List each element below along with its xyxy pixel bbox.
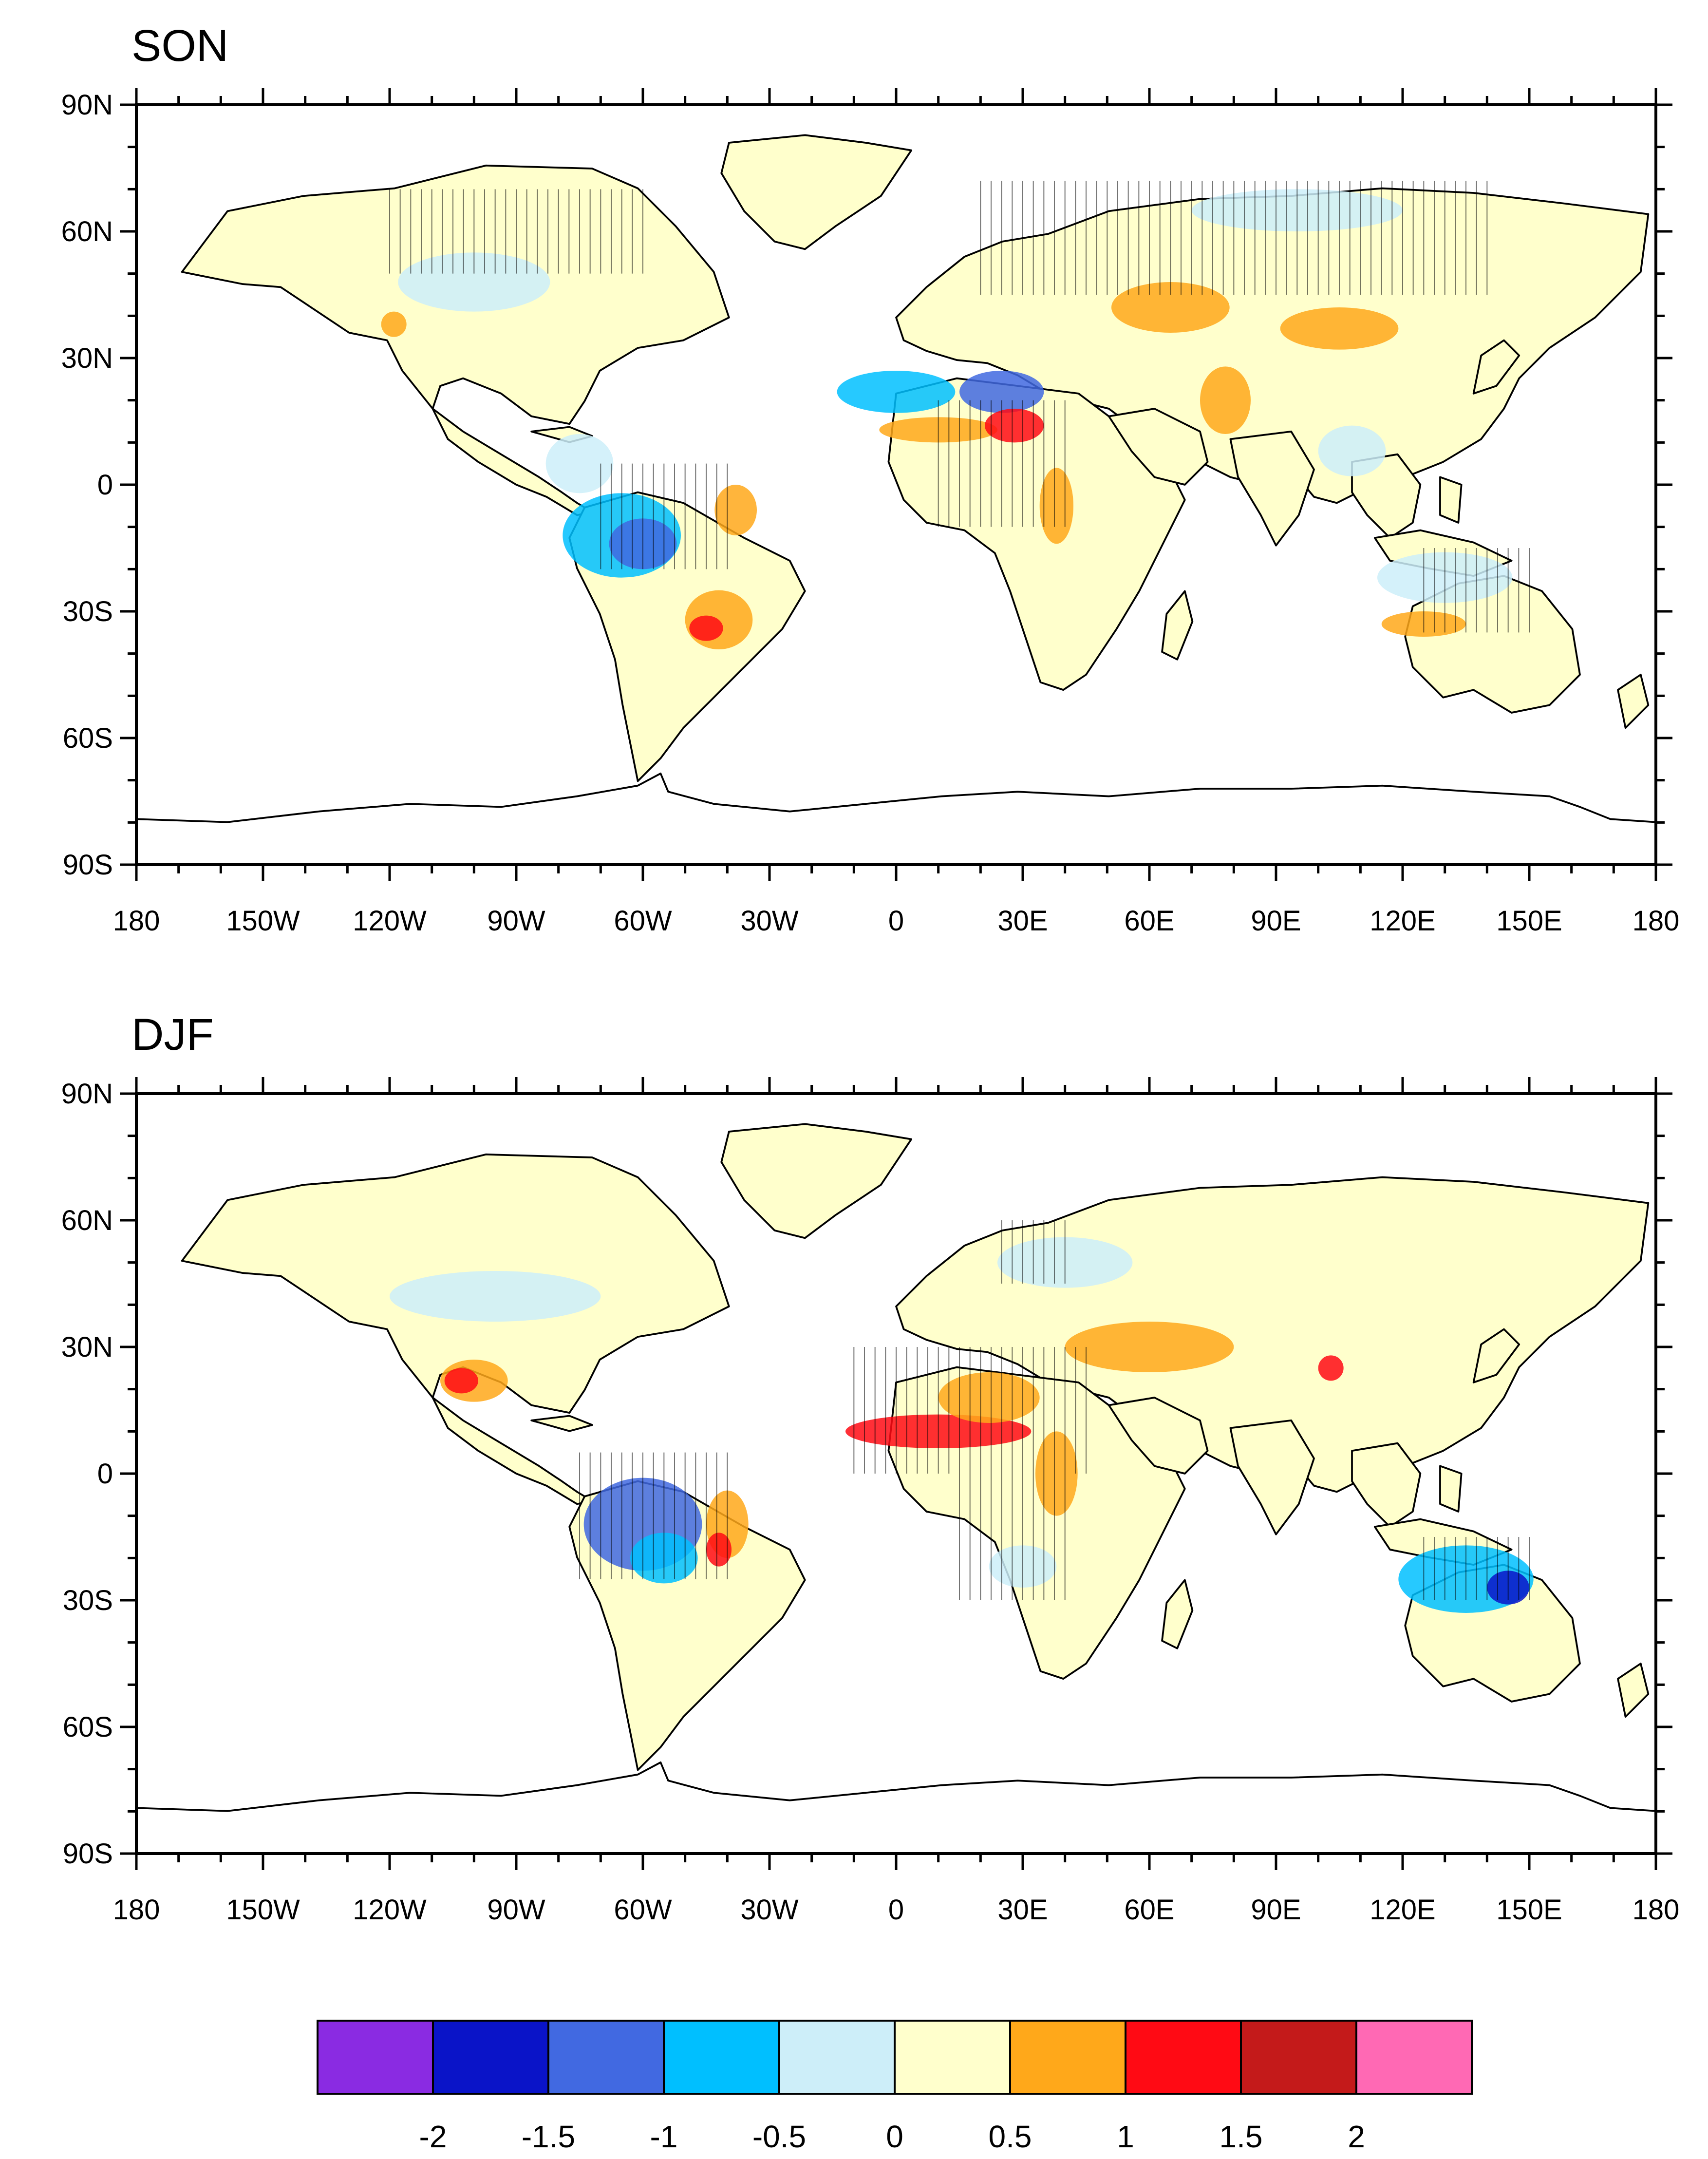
colorbar-label: 1: [1117, 2119, 1134, 2154]
lon-tick-label: 90W: [487, 905, 545, 937]
lat-tick-label: 30S: [63, 596, 113, 627]
lon-tick-label: 180: [113, 1894, 160, 1926]
lon-tick-label: 180: [1633, 1894, 1680, 1926]
lat-tick-label: 90S: [63, 1838, 113, 1870]
colorbar-label: 2: [1348, 2119, 1365, 2154]
axis-ticks: [120, 88, 1672, 881]
axis-ticks: [120, 1077, 1672, 1870]
colorbar-swatch: [778, 2020, 896, 2095]
lat-tick-label: 60N: [61, 216, 113, 247]
lat-tick-label: 0: [97, 469, 113, 501]
lon-tick-label: 0: [888, 905, 904, 937]
colorbar-label: -1.5: [522, 2119, 575, 2154]
anomaly-patch: [1280, 307, 1399, 350]
anomaly-patch: [390, 1271, 601, 1322]
anomaly-patch: [1039, 468, 1073, 544]
lon-tick-label: 60E: [1124, 1894, 1174, 1926]
anomaly-patch: [1065, 1322, 1234, 1372]
colorbar-swatch: [894, 2020, 1011, 2095]
lon-tick-label: 90W: [487, 1894, 545, 1926]
colorbar-labels: -2 -1.5 -1 -0.5 0 0.5 1 1.5 2: [419, 2119, 1365, 2154]
colorbar-label: -2: [419, 2119, 447, 2154]
lon-tick-label: 30E: [997, 905, 1048, 937]
anomaly-patch: [706, 1533, 732, 1567]
anomaly-layer: [381, 189, 1513, 650]
lat-tick-label: 60S: [63, 1711, 113, 1743]
lon-tick-label: 180: [1633, 905, 1680, 937]
anomaly-patch: [985, 409, 1044, 443]
anomaly-patch: [1318, 425, 1386, 476]
lon-tick-label: 150W: [226, 905, 300, 937]
longitude-labels: 180 150W 120W 90W 60W 30W 0 30E 60E 90E 120E 150E 18…: [113, 1894, 1680, 1926]
panel-title: SON: [131, 21, 228, 71]
colorbar-label: 0.5: [989, 2119, 1032, 2154]
colorbar-swatch: [1125, 2020, 1242, 2095]
colorbar-label: 0: [886, 2119, 903, 2154]
lon-tick-label: 30E: [997, 1894, 1048, 1926]
lat-tick-label: 90S: [63, 849, 113, 881]
lat-tick-label: 60S: [63, 722, 113, 754]
colorbar-swatch: [663, 2020, 780, 2095]
anomaly-patch: [545, 434, 614, 493]
anomaly-patch: [444, 1368, 478, 1394]
lon-tick-label: 120E: [1370, 905, 1435, 937]
lon-tick-label: 150E: [1496, 905, 1562, 937]
colorbar-boxes: [317, 2020, 1473, 2095]
lon-tick-label: 180: [113, 905, 160, 937]
anomaly-patch: [689, 615, 723, 641]
colorbar-swatch: [1009, 2020, 1126, 2095]
colorbar-label: 1.5: [1220, 2119, 1263, 2154]
anomaly-patch: [398, 252, 550, 312]
anomaly-patch: [381, 311, 407, 337]
lon-tick-label: 60W: [614, 905, 672, 937]
latitude-labels: 90N 60N 30N 0 30S 60S 90S: [61, 1078, 113, 1870]
lon-tick-label: 0: [888, 1894, 904, 1926]
panel-son: SON 90N 60N 30N 0 30S 60S 90S 180 150W 120W 90W 60…: [61, 21, 1680, 937]
colorbar-swatch: [1355, 2020, 1473, 2095]
lon-tick-label: 150W: [226, 1894, 300, 1926]
lat-tick-label: 90N: [61, 89, 113, 121]
latitude-labels: 90N 60N 30N 0 30S 60S 90S: [61, 89, 113, 881]
colorbar-swatch: [432, 2020, 549, 2095]
lon-tick-label: 90E: [1251, 905, 1301, 937]
lon-tick-label: 150E: [1496, 1894, 1562, 1926]
lon-tick-label: 30W: [740, 1894, 799, 1926]
anomaly-patch: [1200, 366, 1251, 435]
lon-tick-label: 120W: [353, 1894, 427, 1926]
lat-tick-label: 30N: [61, 1331, 113, 1363]
anomaly-patch: [1111, 282, 1230, 333]
longitude-labels: 180 150W 120W 90W 60W 30W 0 30E 60E 90E 120E 150E 18…: [113, 905, 1680, 937]
colorbar-label: -1: [650, 2119, 678, 2154]
panel-title: DJF: [131, 1010, 214, 1060]
lat-tick-label: 60N: [61, 1205, 113, 1236]
anomaly-patch: [938, 1372, 1040, 1423]
lon-tick-label: 30W: [740, 905, 799, 937]
panel-djf: DJF 90N 60N 30N 0 30S 60S 90S 180 150W 120W 90W 60…: [61, 1010, 1680, 1926]
lon-tick-label: 120W: [353, 905, 427, 937]
lat-tick-label: 90N: [61, 1078, 113, 1110]
anomaly-patch: [837, 371, 956, 413]
anomaly-patch: [1035, 1431, 1078, 1516]
colorbar-swatch: [547, 2020, 665, 2095]
lat-tick-label: 30S: [63, 1585, 113, 1616]
lat-tick-label: 0: [97, 1458, 113, 1490]
lon-tick-label: 90E: [1251, 1894, 1301, 1926]
lon-tick-label: 60E: [1124, 905, 1174, 937]
lon-tick-label: 120E: [1370, 1894, 1435, 1926]
colorbar-swatch: [317, 2020, 434, 2095]
colorbar-label: -0.5: [752, 2119, 806, 2154]
anomaly-patch: [1318, 1355, 1344, 1381]
colorbar: -2 -1.5 -1 -0.5 0 0.5 1 1.5 2: [317, 2020, 1473, 2154]
significance-hatching: [389, 181, 1530, 633]
significance-hatching: [579, 1220, 1530, 1600]
lon-tick-label: 60W: [614, 1894, 672, 1926]
colorbar-swatch: [1240, 2020, 1357, 2095]
lat-tick-label: 30N: [61, 342, 113, 374]
anomaly-patch: [714, 485, 757, 535]
